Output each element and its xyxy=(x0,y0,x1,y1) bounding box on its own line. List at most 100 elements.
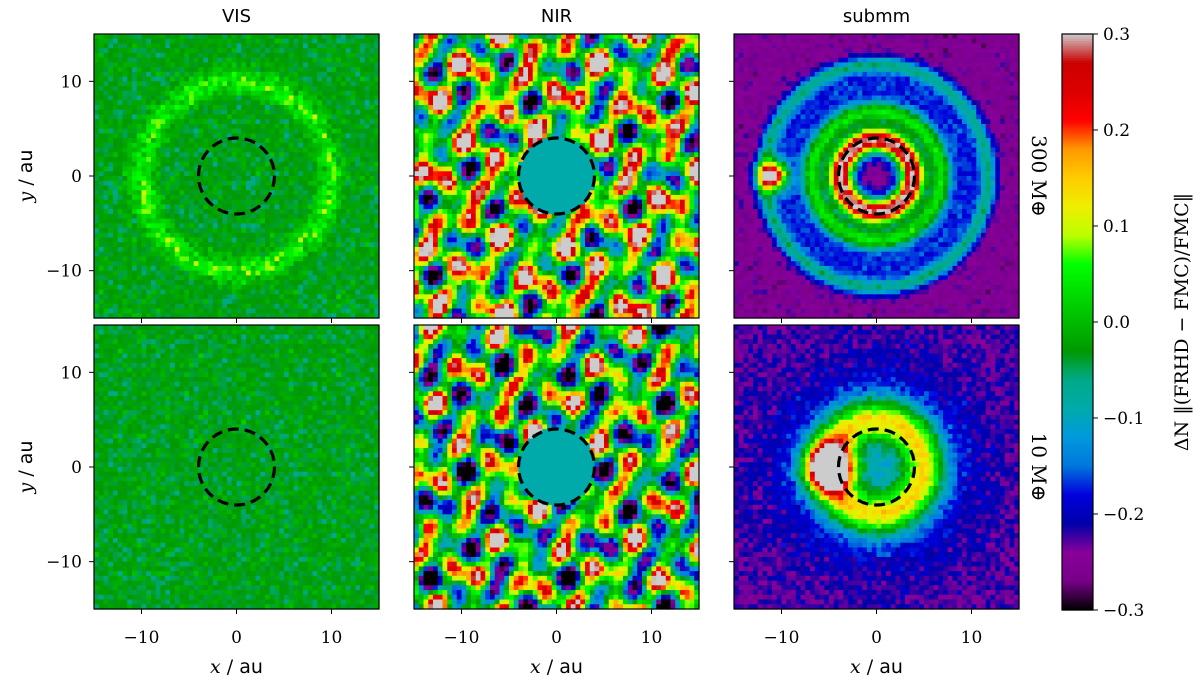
heatmap-cell xyxy=(414,110,419,115)
heatmap-cell xyxy=(256,129,261,134)
heatmap-cell xyxy=(123,167,128,172)
heatmap-cell xyxy=(538,91,543,96)
heatmap-cell xyxy=(332,143,337,148)
heatmap-cell xyxy=(118,185,123,190)
heatmap-cell xyxy=(218,271,223,276)
heatmap-cell xyxy=(604,96,609,101)
heatmap-cell xyxy=(213,72,218,77)
heatmap-cell xyxy=(94,223,99,228)
heatmap-cell xyxy=(127,138,132,143)
heatmap-cell xyxy=(327,124,332,129)
heatmap-cell xyxy=(241,228,246,233)
heatmap-cell xyxy=(232,280,237,285)
heatmap-cell xyxy=(194,209,199,214)
heatmap-cell xyxy=(142,157,147,162)
heatmap-cell xyxy=(294,119,299,124)
heatmap-cell xyxy=(528,62,533,67)
heatmap-cell xyxy=(279,129,284,134)
heatmap-cell xyxy=(94,176,99,181)
heatmap-cell xyxy=(355,100,360,105)
heatmap-cell xyxy=(298,238,303,243)
heatmap-cell xyxy=(284,129,289,134)
heatmap-cell xyxy=(317,72,322,77)
heatmap-cell xyxy=(222,228,227,233)
heatmap-cell xyxy=(680,81,685,86)
heatmap-cell xyxy=(428,34,433,39)
heatmap-cell xyxy=(203,34,208,39)
heatmap-cell xyxy=(118,157,123,162)
heatmap-cell xyxy=(303,223,308,228)
heatmap-cell xyxy=(661,53,666,58)
heatmap-cell xyxy=(322,200,327,205)
heatmap-cell xyxy=(156,53,161,58)
heatmap-cell xyxy=(175,148,180,153)
heatmap-cell xyxy=(203,299,208,304)
heatmap-cell xyxy=(599,48,604,53)
heatmap-cell xyxy=(94,299,99,304)
heatmap-cell xyxy=(256,110,261,115)
heatmap-cell xyxy=(194,176,199,181)
heatmap-cell xyxy=(132,72,137,77)
heatmap-cell xyxy=(218,238,223,243)
heatmap-cell xyxy=(113,157,118,162)
heatmap-cell xyxy=(123,86,128,91)
heatmap-cell xyxy=(270,124,275,129)
heatmap-cell xyxy=(633,96,638,101)
heatmap-cell xyxy=(303,209,308,214)
heatmap-cell xyxy=(370,266,375,271)
heatmap-cell xyxy=(175,294,180,299)
heatmap-cell xyxy=(146,143,151,148)
heatmap-cell xyxy=(656,110,661,115)
heatmap-cell xyxy=(237,100,242,105)
heatmap-cell xyxy=(165,181,170,186)
heatmap-cell xyxy=(146,247,151,252)
heatmap-cell xyxy=(94,124,99,129)
heatmap-cell xyxy=(595,138,600,143)
heatmap-cell xyxy=(132,214,137,219)
heatmap-cell xyxy=(481,58,486,63)
heatmap-cell xyxy=(514,124,519,129)
heatmap-cell xyxy=(113,39,118,44)
heatmap-cell xyxy=(146,266,151,271)
heatmap-cell xyxy=(289,275,294,280)
heatmap-cell xyxy=(618,34,623,39)
heatmap-cell xyxy=(576,119,581,124)
heatmap-cell xyxy=(542,39,547,44)
heatmap-cell xyxy=(108,124,113,129)
heatmap-cell xyxy=(360,261,365,266)
heatmap-cell xyxy=(346,48,351,53)
heatmap-cell xyxy=(490,124,495,129)
heatmap-cell xyxy=(495,43,500,48)
heatmap-cell xyxy=(360,176,365,181)
heatmap-cell xyxy=(203,266,208,271)
heatmap-cell xyxy=(118,138,123,143)
heatmap-cell xyxy=(175,129,180,134)
heatmap-cell xyxy=(552,124,557,129)
heatmap-cell xyxy=(99,105,104,110)
heatmap-cell xyxy=(222,143,227,148)
heatmap-cell xyxy=(279,171,284,176)
heatmap-cell xyxy=(552,100,557,105)
heatmap-cell xyxy=(289,138,294,143)
heatmap-cell xyxy=(590,39,595,44)
heatmap-cell xyxy=(609,43,614,48)
heatmap-cell xyxy=(509,96,514,101)
heatmap-cell xyxy=(351,242,356,247)
heatmap-cell xyxy=(161,247,166,252)
heatmap-cell xyxy=(690,91,695,96)
heatmap-cell xyxy=(232,252,237,257)
heatmap-cell xyxy=(170,242,175,247)
heatmap-cell xyxy=(260,96,265,101)
heatmap-cell xyxy=(165,256,170,261)
heatmap-cell xyxy=(313,204,318,209)
heatmap-cell xyxy=(246,200,251,205)
heatmap-cell xyxy=(118,162,123,167)
heatmap-cell xyxy=(495,124,500,129)
heatmap-cell xyxy=(322,238,327,243)
heatmap-cell xyxy=(365,233,370,238)
heatmap-cell xyxy=(623,138,628,143)
heatmap-cell xyxy=(327,280,332,285)
heatmap-cell xyxy=(137,162,142,167)
heatmap-cell xyxy=(438,58,443,63)
heatmap-cell xyxy=(523,110,528,115)
